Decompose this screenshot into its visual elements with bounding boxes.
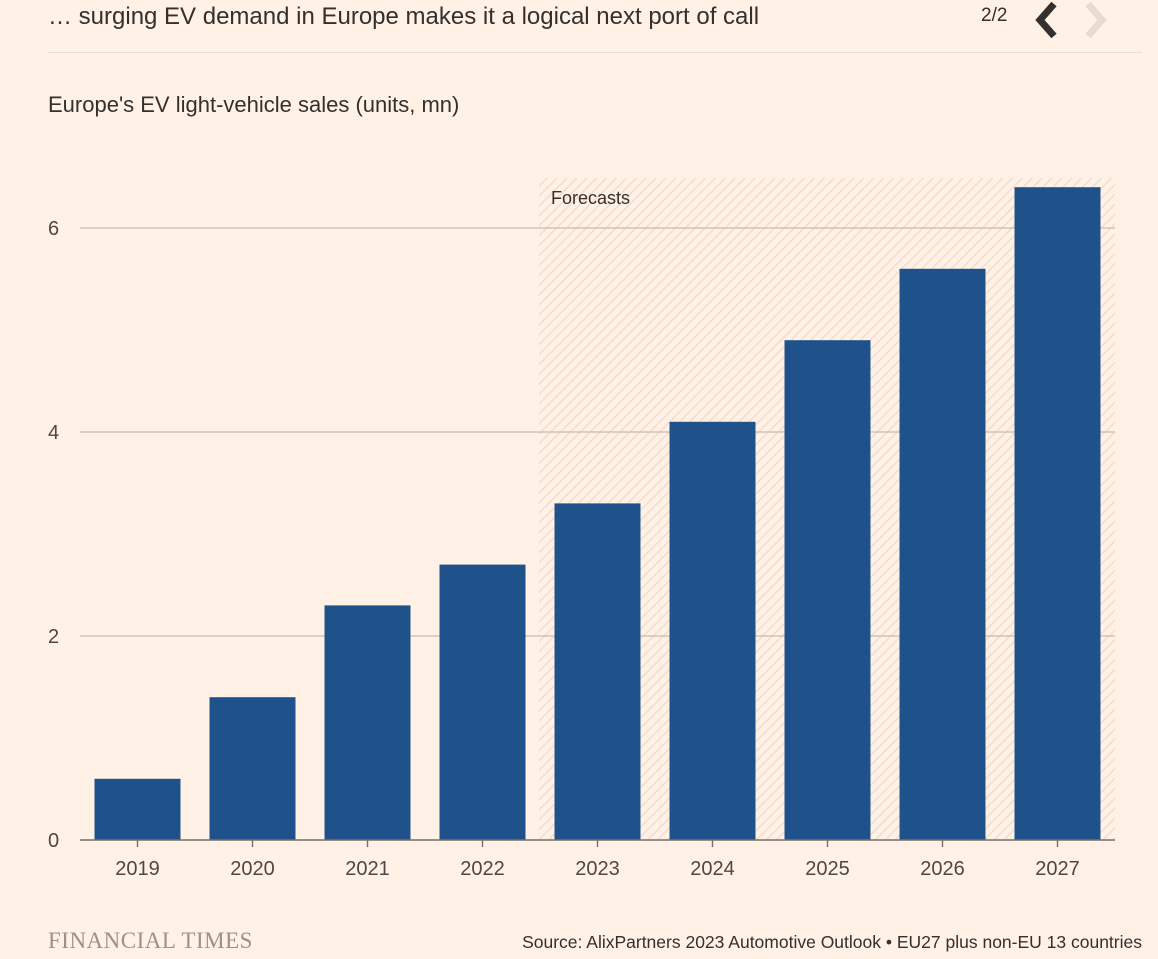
bar-2021 (324, 605, 411, 840)
bar-2026 (899, 268, 986, 840)
bar-2023 (554, 503, 641, 840)
bar-2024 (669, 421, 756, 840)
chart-title: Europe's EV light-vehicle sales (units, … (48, 92, 460, 117)
x-tick-label: 2021 (345, 858, 390, 880)
x-tick-label: 2019 (115, 858, 160, 880)
source-note: Source: AlixPartners 2023 Automotive Out… (522, 932, 1142, 952)
chevron-right-icon (1085, 1, 1107, 39)
y-tick-label: 6 (48, 218, 59, 240)
x-tick-label: 2022 (460, 858, 505, 880)
x-tick-label: 2027 (1035, 858, 1080, 880)
x-tick-label: 2024 (690, 858, 735, 880)
x-tick-label: 2026 (920, 858, 965, 880)
forecast-label: Forecasts (551, 188, 630, 208)
chevron-left-icon (1035, 1, 1057, 39)
header: … surging EV demand in Europe makes it a… (48, 0, 1142, 53)
previous-button[interactable] (1030, 0, 1064, 40)
bar-2020 (209, 697, 296, 840)
x-tick-label: 2025 (805, 858, 850, 880)
next-button[interactable] (1078, 0, 1112, 40)
bar-2027 (1014, 187, 1101, 840)
y-tick-label: 2 (48, 626, 59, 648)
bar-chart: Forecasts 0 2 4 6 2019 2020 2021 2022 2023 2024 2… (48, 178, 1115, 880)
y-tick-label: 4 (48, 422, 59, 444)
x-tick-label: 2020 (230, 858, 275, 880)
bar-2022 (439, 564, 526, 840)
page-indicator: 2/2 (981, 5, 1008, 26)
x-tick-label: 2023 (575, 858, 620, 880)
y-tick-label: 0 (48, 830, 59, 852)
bar-2019 (94, 778, 181, 840)
header-title: … surging EV demand in Europe makes it a… (48, 3, 760, 30)
brand-logo: FINANCIAL TIMES (48, 928, 253, 953)
bar-2025 (784, 340, 871, 840)
